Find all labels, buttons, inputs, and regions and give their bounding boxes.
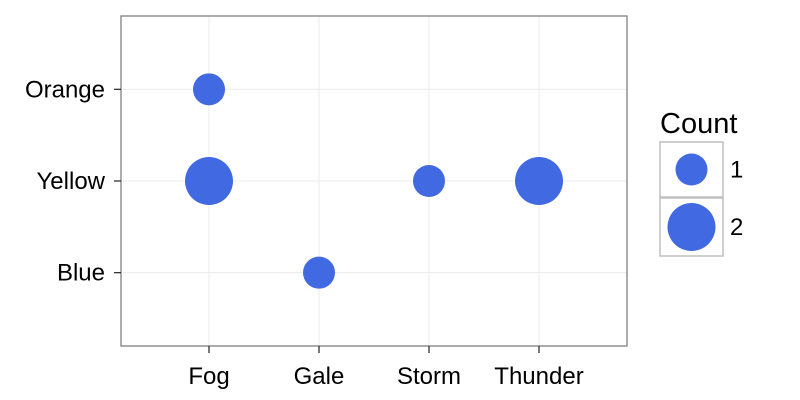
x-tick-label-fog: Fog — [188, 363, 229, 390]
legend-label-2: 2 — [730, 214, 743, 241]
x-tick-label-gale: Gale — [294, 363, 345, 390]
legend-title: Count — [660, 108, 737, 140]
point-fog-yellow — [185, 157, 233, 205]
y-tick-label-blue: Blue — [57, 260, 105, 287]
point-gale-blue — [303, 256, 335, 289]
point-thunder-yellow — [515, 157, 563, 205]
point-fog-orange — [193, 73, 225, 106]
legend: Count 1 2 — [659, 108, 743, 257]
data-points — [185, 73, 563, 289]
legend-key-symbol-2 — [667, 203, 716, 251]
y-tick-label-orange: Orange — [25, 76, 105, 103]
x-tick-label-storm: Storm — [397, 363, 461, 390]
legend-key-symbol-1 — [675, 153, 708, 186]
y-tick-label-yellow: Yellow — [37, 168, 106, 195]
x-tick-label-thunder: Thunder — [494, 363, 583, 390]
legend-label-1: 1 — [730, 157, 743, 184]
point-storm-yellow — [413, 165, 445, 197]
axes: Fog Gale Storm Thunder Blue Yellow Orange — [25, 76, 584, 390]
